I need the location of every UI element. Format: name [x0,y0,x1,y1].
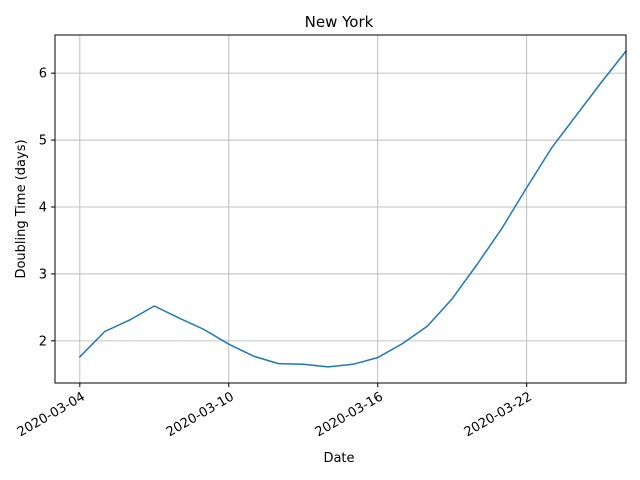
data-point [427,326,428,327]
y-tick-label: 5 [39,134,47,149]
data-point [253,356,254,357]
data-point [501,228,502,229]
data-point [278,363,279,364]
data-point [377,357,378,358]
y-tick-label: 6 [39,67,47,82]
y-axis-label: Doubling Time (days) [14,139,29,278]
y-tick-label: 4 [39,200,47,215]
x-tick-label: 2020-03-10 [164,389,237,440]
grid [55,35,626,383]
data-point [476,264,477,265]
series-layer [78,50,628,368]
data-point [303,364,304,365]
data-point [352,364,353,365]
data-point [179,317,180,318]
x-axis-label: Date [323,451,354,466]
data-point [104,331,105,332]
data-point [129,319,130,320]
data-point [203,329,204,330]
x-tick-label: 2020-03-16 [313,389,386,440]
data-point [228,344,229,345]
y-axis: 2 3 4 5 6 [39,67,55,349]
data-point [576,115,577,116]
data-point [402,343,403,344]
data-point [452,298,453,299]
data-point [79,356,80,357]
data-point [327,366,328,367]
plot-frame [54,34,627,384]
y-tick-label: 3 [39,267,47,282]
data-point [154,305,155,306]
data-point [601,82,602,83]
x-tick-label: 2020-03-22 [462,389,535,440]
x-axis: 2020-03-04 2020-03-10 2020-03-16 2020-03-22 [15,383,535,440]
y-tick-label: 2 [39,334,47,349]
x-tick-label: 2020-03-04 [15,389,88,440]
chart-title: New York [305,13,374,31]
series-line [78,50,628,368]
data-point [551,148,552,149]
data-point [526,187,527,188]
